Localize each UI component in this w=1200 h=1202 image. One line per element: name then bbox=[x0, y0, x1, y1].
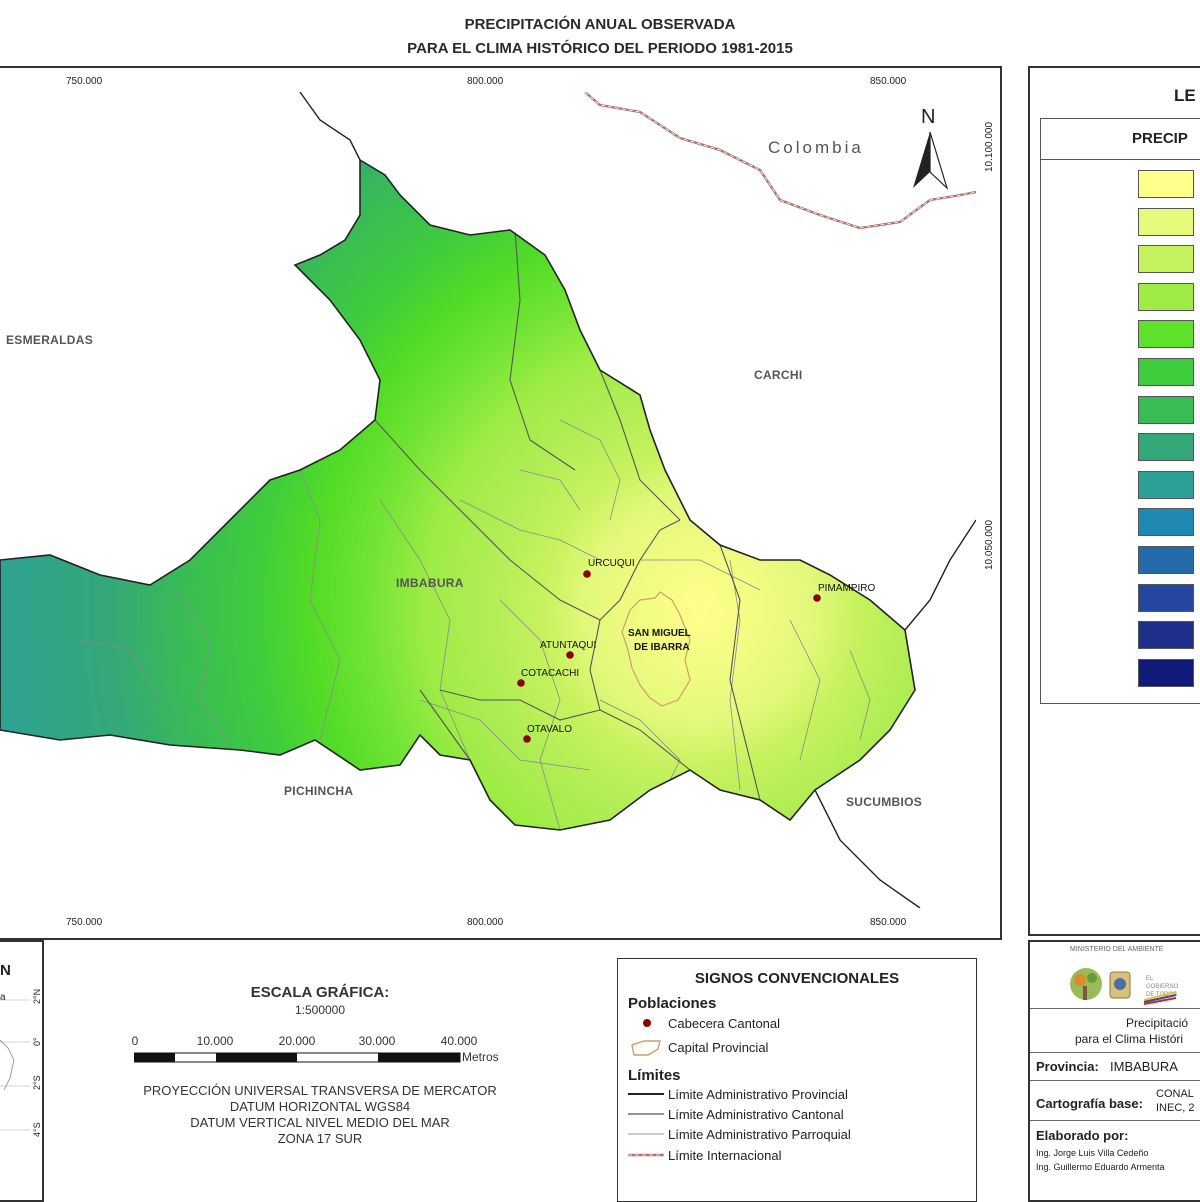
city-urcuqui: URCUQUI bbox=[588, 558, 635, 569]
legend-swatch-14 bbox=[1138, 658, 1194, 687]
legend-body bbox=[1040, 160, 1200, 704]
city-ibarra-line2: DE IBARRA bbox=[634, 642, 690, 653]
svg-text:EL: EL bbox=[1146, 976, 1154, 982]
legend-swatch-13 bbox=[1138, 621, 1194, 650]
north-arrow-icon bbox=[913, 131, 949, 190]
projection-line4: ZONA 17 SUR bbox=[277, 1131, 363, 1146]
inset-label-a: a bbox=[0, 992, 6, 1003]
inset-map bbox=[0, 999, 30, 1131]
scale-tick-20000: 20.000 bbox=[278, 1034, 316, 1048]
y-tick-10050000: 10.050.000 bbox=[984, 519, 995, 570]
y-tick-10100000: 10.100.000 bbox=[984, 121, 995, 172]
city-ibarra-line1: SAN MIGUEL bbox=[628, 628, 691, 639]
svg-text:GOBIERNO: GOBIERNO bbox=[1146, 984, 1179, 990]
inset-label-n: N bbox=[0, 962, 11, 979]
region-esmeraldas: ESMERALDAS bbox=[6, 333, 94, 347]
legend-header bbox=[1040, 118, 1200, 160]
signos-lim-parr: Límite Administrativo Parroquial bbox=[668, 1127, 851, 1142]
north-label: N bbox=[921, 106, 936, 128]
x-tick-bottom-850: 850.000 bbox=[870, 917, 907, 928]
signos-capital: Capital Provincial bbox=[668, 1040, 769, 1055]
x-tick-top-750: 750.000 bbox=[66, 76, 103, 87]
city-cotacachi: COTACACHI bbox=[521, 668, 580, 679]
scale-tick-30000: 30.000 bbox=[358, 1034, 396, 1048]
inset-frame bbox=[0, 940, 44, 1202]
info-divider-2 bbox=[1030, 1052, 1200, 1053]
projection-line3: DATUM VERTICAL NIVEL MEDIO DEL MAR bbox=[190, 1115, 450, 1130]
x-tick-top-800: 800.000 bbox=[467, 76, 504, 87]
carto-value-2: INEC, 2 bbox=[1156, 1102, 1195, 1114]
projection-line2: DATUM HORIZONTAL WGS84 bbox=[229, 1099, 411, 1114]
signos-poblaciones: Poblaciones bbox=[628, 995, 717, 1012]
scale-ratio: 1:500000 bbox=[294, 1003, 346, 1017]
legend-subtitle: PRECIP bbox=[1132, 130, 1188, 147]
region-pichincha: PICHINCHA bbox=[284, 784, 354, 798]
legend-title: LE bbox=[1174, 86, 1196, 105]
inset-lat-4s: 4°S bbox=[32, 1122, 42, 1137]
precipitation-map bbox=[0, 92, 976, 908]
carto-value-1: CONAL bbox=[1156, 1088, 1194, 1100]
signos-lim-int: Límite Internacional bbox=[668, 1148, 782, 1163]
info-divider-3 bbox=[1030, 1080, 1200, 1081]
signos-limites: Límites bbox=[628, 1067, 681, 1084]
provincia-label: Provincia: bbox=[1036, 1059, 1099, 1074]
legend-swatch-7 bbox=[1138, 395, 1194, 424]
signos-lim-prov: Límite Administrativo Provincial bbox=[668, 1087, 848, 1102]
inset-lat-2n: 2°N bbox=[32, 988, 42, 1004]
info-desc-line1: Precipitació bbox=[1126, 1016, 1189, 1030]
scale-tick-40000: 40.000 bbox=[440, 1034, 478, 1048]
legend-swatch-10 bbox=[1138, 508, 1194, 537]
inset-lat-2s: 2°S bbox=[32, 1075, 42, 1090]
region-imbabura: IMBABURA bbox=[396, 576, 464, 590]
author-2: Ing. Guillermo Eduardo Armenta bbox=[1036, 1162, 1165, 1172]
city-pimampiro: PIMAMPIRO bbox=[818, 583, 876, 594]
map-title-line1: PRECIPITACIÓN ANUAL OBSERVADA bbox=[464, 16, 736, 33]
legend-swatch-8 bbox=[1138, 433, 1194, 462]
carto-label: Cartografía base: bbox=[1036, 1096, 1143, 1111]
city-otavalo: OTAVALO bbox=[527, 724, 573, 735]
projection-line1: PROYECCIÓN UNIVERSAL TRANSVERSA DE MERCA… bbox=[143, 1083, 497, 1098]
capital-outline-icon bbox=[631, 1040, 661, 1056]
author-1: Ing. Jorge Luis Villa Cedeño bbox=[1036, 1148, 1149, 1158]
scale-tick-0: 0 bbox=[131, 1034, 139, 1048]
signos-frame bbox=[617, 958, 977, 1202]
legend-swatch-5 bbox=[1138, 320, 1194, 349]
legend-swatch-9 bbox=[1138, 470, 1194, 499]
scale-unit: Metros bbox=[462, 1050, 499, 1064]
info-divider-1 bbox=[1030, 1008, 1200, 1009]
info-desc-line2: para el Clima Históri bbox=[1075, 1032, 1184, 1046]
legend-swatch-1 bbox=[1138, 170, 1194, 198]
info-divider-4 bbox=[1030, 1120, 1200, 1121]
x-tick-bottom-800: 800.000 bbox=[467, 917, 504, 928]
legend-swatch-4 bbox=[1138, 282, 1194, 311]
scale-title: ESCALA GRÁFICA: bbox=[250, 984, 390, 1001]
provincia-value: IMBABURA bbox=[1110, 1059, 1178, 1074]
signos-title: SIGNOS CONVENCIONALES bbox=[694, 970, 900, 987]
scale-bar bbox=[134, 1052, 461, 1063]
scale-tick-10000: 10.000 bbox=[196, 1034, 234, 1048]
cabecera-dot-icon bbox=[643, 1019, 651, 1027]
inset-lat-0: 0° bbox=[32, 1037, 42, 1046]
map-title-line2: PARA EL CLIMA HISTÓRICO DEL PERIODO 1981… bbox=[407, 40, 793, 57]
legend-swatch-3 bbox=[1138, 245, 1194, 274]
legend-swatch-12 bbox=[1138, 583, 1194, 612]
signos-lim-cant: Límite Administrativo Cantonal bbox=[668, 1107, 844, 1122]
city-atuntaqui: ATUNTAQUI bbox=[540, 640, 597, 651]
elaborado-label: Elaborado por: bbox=[1036, 1128, 1129, 1143]
x-tick-top-850: 850.000 bbox=[870, 76, 907, 87]
legend-swatch-2 bbox=[1138, 207, 1194, 236]
legend-swatch-6 bbox=[1138, 358, 1194, 386]
limit-lines-icon bbox=[628, 1093, 664, 1157]
signos-cabecera: Cabecera Cantonal bbox=[668, 1016, 781, 1031]
region-carchi: CARCHI bbox=[754, 368, 803, 382]
country-label: Colombia bbox=[768, 138, 864, 157]
x-tick-bottom-750: 750.000 bbox=[66, 917, 103, 928]
logos-icon: EL GOBIERNO DE TODOS bbox=[1070, 968, 1179, 1005]
region-sucumbios: SUCUMBIOS bbox=[846, 795, 923, 809]
legend-swatch-11 bbox=[1138, 546, 1194, 574]
ministry-name: MINISTERIO DEL AMBIENTE bbox=[1070, 946, 1164, 953]
